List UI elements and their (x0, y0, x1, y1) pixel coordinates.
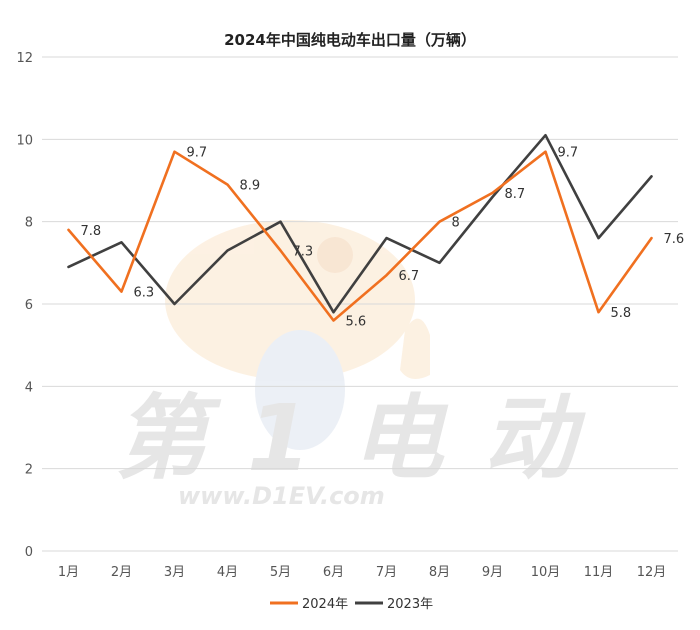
x-tick-label: 12月 (637, 565, 667, 580)
data-label: 9.7 (187, 146, 208, 161)
mascot-watermark-icon (165, 220, 430, 450)
x-tick-label: 2月 (111, 565, 132, 580)
data-label: 6.7 (399, 269, 420, 284)
y-tick-label: 0 (25, 545, 33, 560)
x-axis: 1月 2月 3月 4月 5月 6月 7月 8月 9月 10月 11月 12月 (58, 565, 666, 580)
y-tick-label: 6 (25, 298, 33, 313)
chart-title: 2024年中国纯电动车出口量（万辆） (224, 31, 476, 49)
data-label: 8.7 (505, 187, 526, 202)
watermark-url-text: www.D1EV.com (178, 482, 385, 510)
data-labels: 7.8 6.3 9.7 8.9 7.3 5.6 6.7 8 8.7 9.7 5.8 7.6 (81, 146, 685, 330)
data-label: 5.6 (346, 314, 367, 329)
data-label: 6.3 (134, 286, 155, 301)
x-tick-label: 10月 (531, 565, 561, 580)
grid (42, 56, 678, 552)
y-axis: 0 2 4 6 8 10 12 (16, 51, 33, 560)
series-line-1 (67, 133, 653, 314)
y-tick-label: 12 (16, 51, 33, 66)
data-label: 9.7 (558, 146, 579, 161)
x-tick-label: 4月 (217, 565, 238, 580)
x-tick-label: 9月 (482, 565, 503, 580)
legend-label-0: 2024年 (302, 597, 348, 612)
data-label: 5.8 (611, 306, 632, 321)
data-label: 7.3 (293, 244, 314, 259)
x-tick-label: 5月 (270, 565, 291, 580)
x-tick-label: 7月 (376, 565, 397, 580)
y-tick-label: 2 (25, 463, 33, 478)
watermark: 第1电动 www.D1EV.com (115, 220, 615, 510)
x-tick-label: 1月 (58, 565, 79, 580)
series-layer (67, 133, 653, 322)
y-tick-label: 8 (25, 216, 33, 231)
x-tick-label: 8月 (429, 565, 450, 580)
data-label: 8 (452, 216, 460, 231)
series-line-0 (67, 150, 653, 322)
data-label: 7.6 (664, 232, 685, 247)
legend: 2024年 2023年 (270, 597, 433, 612)
legend-label-1: 2023年 (387, 597, 433, 612)
x-tick-label: 11月 (584, 565, 614, 580)
watermark-brand-text: 第1电动 (115, 385, 615, 492)
data-label: 8.9 (240, 179, 261, 194)
x-tick-label: 3月 (164, 565, 185, 580)
y-tick-label: 4 (25, 380, 33, 395)
y-tick-label: 10 (16, 133, 33, 148)
x-tick-label: 6月 (323, 565, 344, 580)
data-label: 7.8 (81, 224, 102, 239)
